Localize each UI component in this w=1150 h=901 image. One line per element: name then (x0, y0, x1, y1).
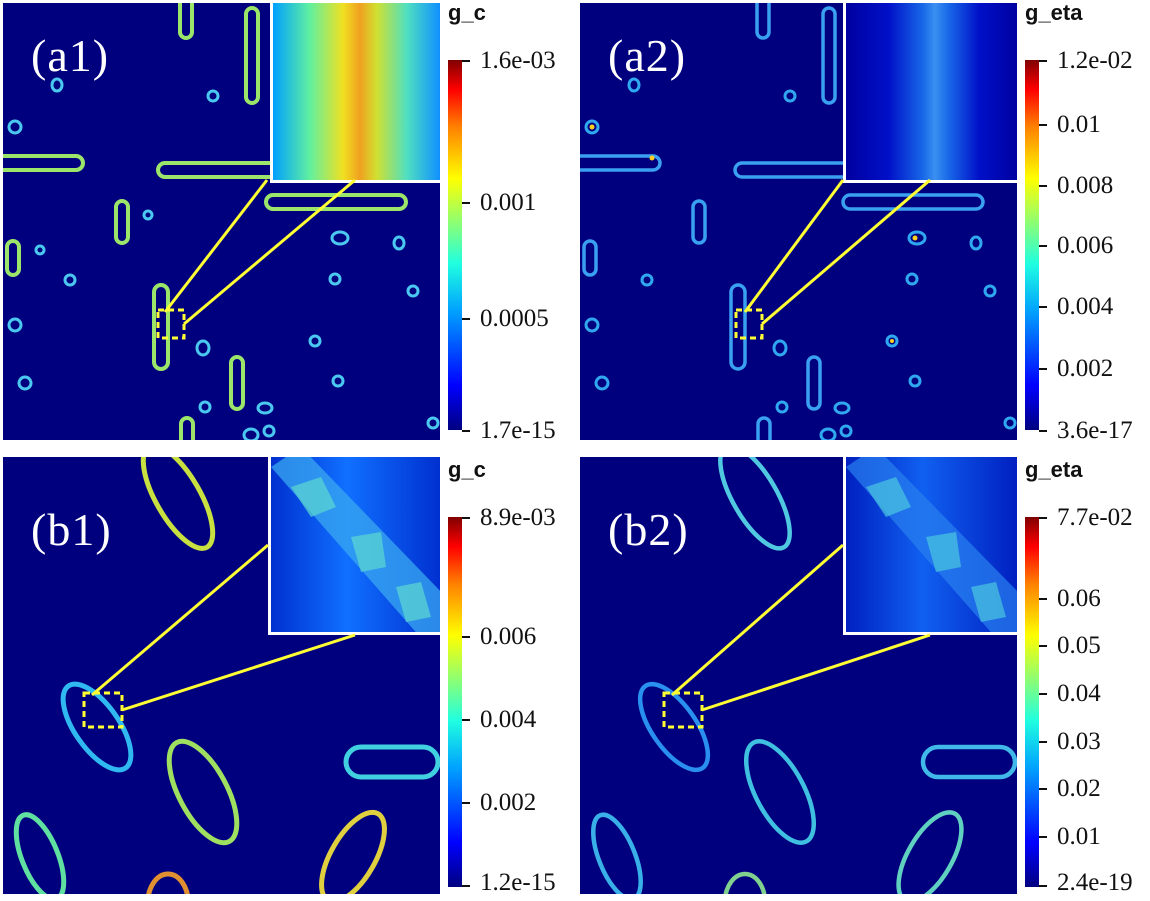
tick-label-a2-3: 0.006 (1057, 232, 1114, 259)
tick-label-b1-4: 1.2e-15 (480, 869, 556, 896)
tick-label-a2-1: 0.01 (1057, 111, 1101, 138)
tick-label-a2-4: 0.004 (1057, 293, 1114, 320)
inset-b1 (268, 457, 440, 635)
panel-b2: (b2) (580, 457, 1017, 894)
tick-label-b2-5: 0.02 (1057, 775, 1101, 802)
colorbar-title-b2: g_eta (1025, 457, 1083, 482)
tick-label-b2-7: 2.4e-19 (1057, 869, 1133, 896)
inset-a1 (270, 3, 440, 183)
colorbar-title-a2: g_eta (1025, 0, 1083, 25)
tick-label-b2-0: 7.7e-02 (1057, 504, 1133, 531)
tick-label-b2-2: 0.05 (1057, 632, 1101, 659)
tick-label-b1-0: 8.9e-03 (480, 504, 556, 531)
tick-label-a1-1: 0.001 (480, 189, 537, 216)
panel-label-b1: (b1) (31, 504, 112, 555)
inset-b2 (843, 457, 1017, 635)
field-a2 (580, 3, 1017, 440)
panel-label-a1: (a1) (31, 30, 110, 81)
inset-a2 (843, 3, 1017, 183)
colorbar-b1 (448, 517, 462, 887)
colorbar-title-a1: g_c (448, 0, 486, 25)
colorbar-a1 (448, 60, 462, 430)
tick-label-a1-3: 1.7e-15 (480, 417, 556, 444)
tick-label-a2-2: 0.008 (1057, 172, 1114, 199)
tick-label-a2-5: 0.002 (1057, 355, 1114, 382)
panel-a1: (a1) (3, 3, 440, 440)
tick-label-a1-0: 1.6e-03 (480, 47, 556, 74)
tick-label-b2-1: 0.06 (1057, 585, 1101, 612)
tick-label-b1-2: 0.004 (480, 706, 537, 733)
tick-label-a2-6: 3.6e-17 (1057, 417, 1133, 444)
panel-label-a2: (a2) (608, 30, 687, 81)
tick-label-b2-6: 0.01 (1057, 823, 1101, 850)
tick-label-b1-1: 0.006 (480, 623, 537, 650)
panel-label-b2: (b2) (608, 504, 689, 555)
colorbar-b2 (1025, 517, 1039, 887)
panel-b1: (b1) (3, 457, 440, 894)
tick-label-a1-2: 0.0005 (480, 305, 549, 332)
colorbar-a2 (1025, 60, 1039, 430)
tick-label-a2-0: 1.2e-02 (1057, 47, 1133, 74)
panel-a2: (a2) (580, 3, 1017, 440)
tick-label-b2-3: 0.04 (1057, 680, 1101, 707)
colorbar-title-b1: g_c (448, 457, 486, 482)
tick-label-b1-3: 0.002 (480, 789, 537, 816)
tick-label-b2-4: 0.03 (1057, 728, 1101, 755)
